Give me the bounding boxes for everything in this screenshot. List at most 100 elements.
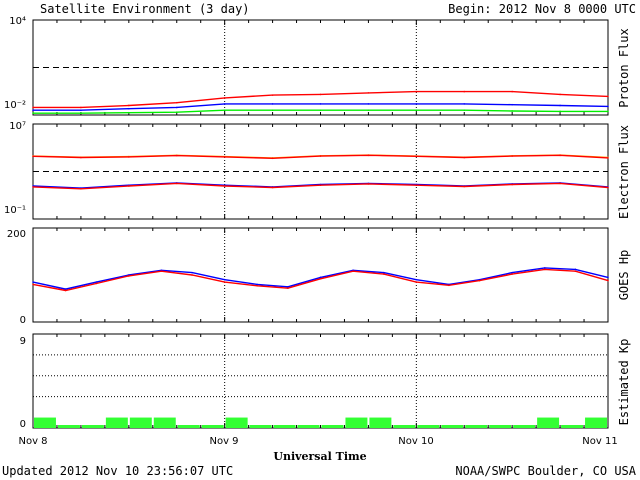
xtick-nov11: Nov 11 [582,436,618,447]
hp-series-0-point [287,285,289,288]
proton-series-1-point [607,105,609,108]
hp-series-0-point [415,278,418,281]
proton-series-1-point [367,103,370,105]
electron-series-1-point [415,155,418,158]
kp-bar [297,425,320,428]
electron-ytick-bottom: 10⁻¹ [3,205,26,216]
hp-panel-frame [32,227,609,323]
credit: NOAA/SWPC Boulder, CO USA [455,464,636,478]
kp-bar [201,425,224,428]
proton-series-1-point [559,104,561,107]
proton-series-1-point [271,103,274,105]
hp-series-0-point [511,271,513,274]
proton-series-1-point [128,107,130,110]
hp-series-1-point [607,279,609,282]
proton-series-0-point [559,93,561,96]
proton-series-2-point [128,111,130,114]
kp-bar [585,417,607,428]
begin-date: Begin: 2012 Nov 8 0000 UTC [448,2,636,16]
proton-series-1-point [175,106,178,109]
kp-bar [321,425,344,428]
hp-series-1-point [223,281,226,283]
hp-series-1-point [511,273,513,275]
proton-series-0-point [511,90,513,93]
hp-series-0-point [319,276,322,279]
hp-series-0-point [64,288,67,290]
kp-bar [489,425,512,428]
hp-series-0-point [607,276,609,279]
proton-series-2-point [511,110,513,112]
hp-ytick-top: 200 [6,229,26,240]
hp-series-1-point [543,268,546,271]
hp-series-0-point [223,278,226,281]
electron-series-3-point [175,182,178,185]
electron-series-3-point [559,182,561,185]
electron-series-1-point [128,156,130,158]
kp-bar [177,425,200,428]
kp-bar [369,417,392,428]
hp-series-1-point [415,281,418,283]
proton-ytick-bottom: 10⁻² [3,100,26,111]
proton-panel-frame [32,19,609,116]
hp-ytick-bottom: 0 [19,315,26,326]
electron-series-1-point [367,154,370,157]
proton-series-0-point [175,101,178,104]
hp-series-0-point [543,267,546,269]
proton-series-0-point [607,95,609,98]
electron-series-1-point [319,155,322,157]
kp-bar [465,425,488,428]
proton-series-1-point [319,103,322,105]
proton-series-1-point [415,103,418,105]
proton-flux-ylabel: Proton Flux [617,28,631,108]
proton-series-0-point [415,90,418,93]
kp-bar [57,425,80,428]
electron-series-3-point [80,187,82,190]
xtick-nov9: Nov 9 [209,436,239,447]
electron-series-3-point [128,185,130,187]
proton-series-1-point [80,109,82,112]
kp-bar [561,425,584,428]
hp-series-0-point [382,271,385,274]
estimated-kp-ylabel: Estimated Kp [617,338,631,426]
hp-series-1-point [256,285,259,287]
hp-series-0-point [256,283,259,286]
proton-series-1-point [463,103,466,105]
proton-series-2-point [223,109,226,112]
electron-series-3-point [367,183,370,185]
proton-series-1-point [223,103,226,105]
proton-ytick-top: 10⁴ [9,16,26,27]
kp-bar [129,417,152,428]
kp-bar [417,425,440,428]
kp-bar [393,425,416,428]
electron-series-3-point [319,184,322,187]
electron-series-3-point [32,186,34,188]
electron-series-1-point [223,156,226,158]
electron-series-3-point [463,185,466,188]
kp-ytick-bottom: 0 [19,419,26,430]
proton-series-2-point [80,112,82,114]
proton-series-2-point [175,111,178,114]
hp-series-1-point [160,270,163,273]
electron-series-1-point [559,154,561,157]
proton-series-2-point [319,109,322,112]
electron-series-1-point [271,157,274,160]
hp-series-1-point [478,279,481,282]
electron-series-3-point [415,184,418,187]
electron-ytick-top: 10⁷ [9,121,26,132]
goes-hp-ylabel: GOES Hp [617,249,631,301]
proton-series-0-point [128,104,130,107]
hp-series-1-point [448,284,450,287]
proton-series-2-point [271,109,274,112]
hp-series-1-point [352,270,354,273]
electron-series-1-point [511,155,513,157]
proton-series-0-point [80,106,82,109]
electron-series-3-point [511,183,513,186]
hp-series-0-point [32,281,34,283]
x-axis-title: Universal Time [273,450,367,463]
proton-series-2-point [32,112,34,114]
xtick-nov8: Nov 8 [18,436,48,447]
proton-series-1-point [32,109,34,112]
kp-bar [249,425,272,428]
hp-series-1-point [64,289,67,292]
